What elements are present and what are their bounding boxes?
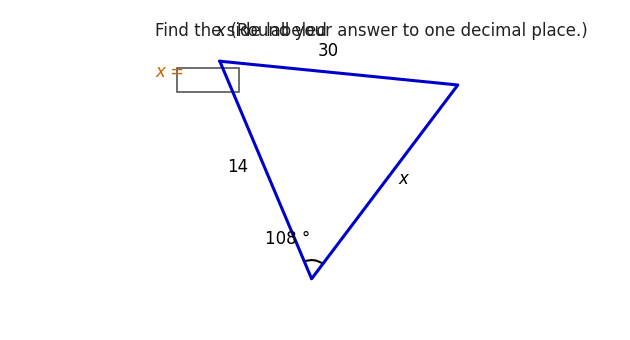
Text: 14: 14 [227,158,249,175]
Text: x: x [215,22,226,40]
Text: x =: x = [155,63,184,81]
Bar [177,68,239,92]
Text: Find the side labeled: Find the side labeled [155,22,333,40]
Text: 108 °: 108 ° [265,230,311,248]
Text: 30: 30 [318,41,339,59]
Text: . (Round your answer to one decimal place.): . (Round your answer to one decimal plac… [220,22,588,40]
Text: x: x [398,170,408,187]
